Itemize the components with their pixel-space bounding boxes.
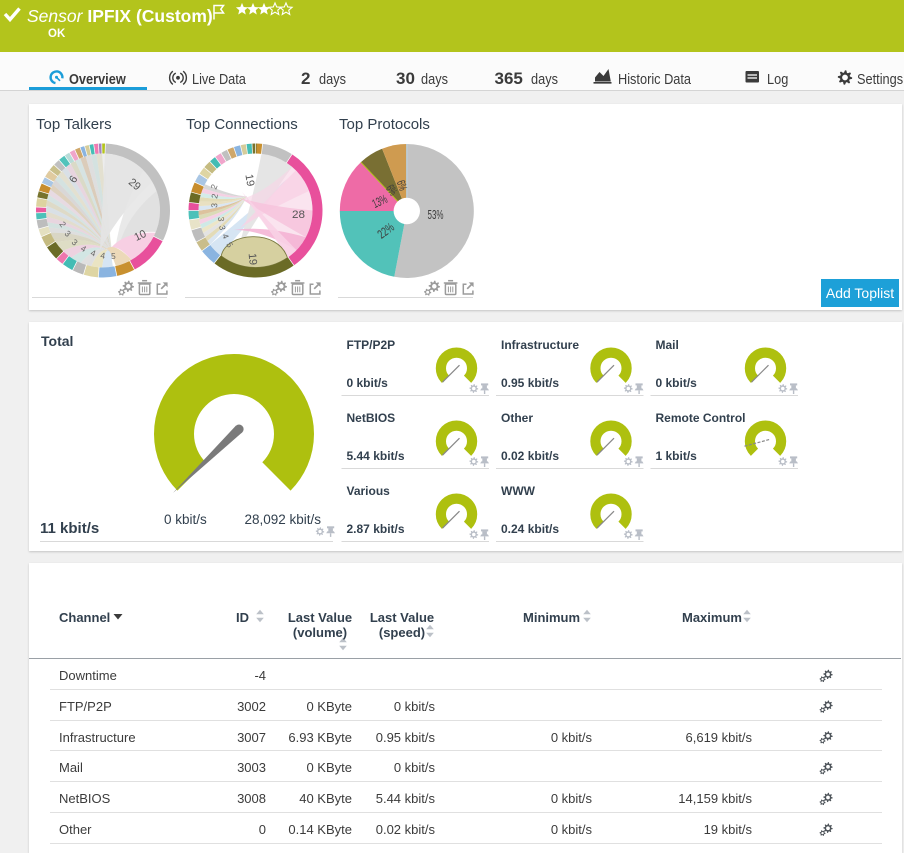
svg-text:53%: 53% <box>428 208 444 222</box>
svg-text:5: 5 <box>111 251 116 261</box>
svg-text:28: 28 <box>292 209 305 221</box>
svg-text:19: 19 <box>242 173 256 187</box>
svg-text:19: 19 <box>246 253 259 266</box>
